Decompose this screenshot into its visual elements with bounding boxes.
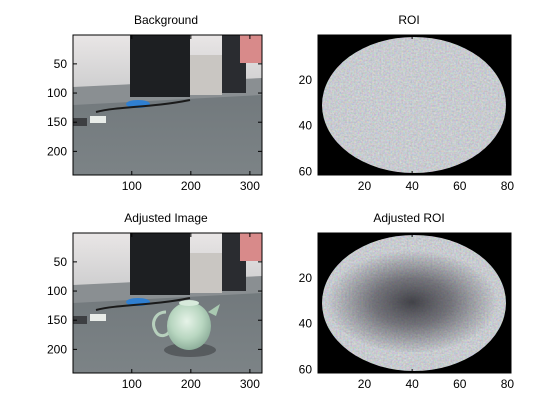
subplot-background: Background 100 200 300 50 100 150 200	[47, 13, 263, 193]
x-tick-label: 80	[501, 377, 515, 391]
subplot-adjusted-image: Adjusted Image 100 200 300 50 100 150 200	[47, 211, 263, 391]
x-tick-label: 200	[181, 377, 201, 391]
x-tick-label: 40	[405, 377, 419, 391]
y-tick-label: 50	[54, 255, 68, 269]
x-tick-label: 20	[358, 377, 372, 391]
x-tick-label: 60	[453, 179, 467, 193]
y-tick-label: 20	[299, 73, 313, 87]
desk-photo	[73, 35, 262, 175]
x-tick-label: 60	[453, 377, 467, 391]
roi-shadow	[326, 248, 498, 352]
axes-box	[72, 34, 263, 176]
subplot-title: Background	[134, 13, 198, 27]
subplot-title: Adjusted ROI	[373, 211, 444, 225]
x-tick-label: 20	[358, 179, 372, 193]
y-tick-label: 60	[299, 165, 313, 179]
axes-box	[72, 232, 263, 374]
y-tick-label: 200	[47, 144, 67, 158]
subplot-adjusted-roi: Adjusted ROI 20 40 60 80 20 40 60	[299, 211, 515, 391]
roi-ellipse	[322, 37, 506, 173]
desk-photo-adjusted	[73, 233, 262, 373]
y-tick-label: 40	[299, 317, 313, 331]
monitor-shape	[130, 35, 190, 97]
x-tick-label: 80	[501, 179, 515, 193]
axes-box	[317, 34, 512, 176]
y-tick-label: 200	[47, 342, 67, 356]
x-tick-label: 300	[240, 179, 260, 193]
teapot-shape	[152, 300, 220, 350]
subplot-title: ROI	[398, 13, 419, 27]
axis-ticks: 20 40 60 80 20 40 60	[299, 35, 515, 193]
axis-ticks: 20 40 60 80 20 40 60	[299, 233, 515, 391]
axis-ticks: 100 200 300 50 100 150 200	[47, 233, 262, 391]
y-tick-label: 150	[47, 115, 67, 129]
y-tick-label: 100	[47, 284, 67, 298]
y-tick-label: 100	[47, 86, 67, 100]
y-tick-label: 60	[299, 363, 313, 377]
y-tick-label: 150	[47, 313, 67, 327]
x-tick-label: 200	[181, 179, 201, 193]
subplot-title: Adjusted Image	[124, 211, 208, 225]
subplot-roi: ROI 20 40 60 80 20 40 60	[299, 13, 515, 193]
axis-ticks: 100 200 300 50 100 150 200	[47, 35, 262, 193]
x-tick-label: 300	[240, 377, 260, 391]
axes-box	[317, 232, 512, 374]
y-tick-label: 50	[54, 57, 68, 71]
x-tick-label: 40	[405, 179, 419, 193]
x-tick-label: 100	[122, 179, 142, 193]
y-tick-label: 20	[299, 271, 313, 285]
y-tick-label: 40	[299, 119, 313, 133]
x-tick-label: 100	[122, 377, 142, 391]
